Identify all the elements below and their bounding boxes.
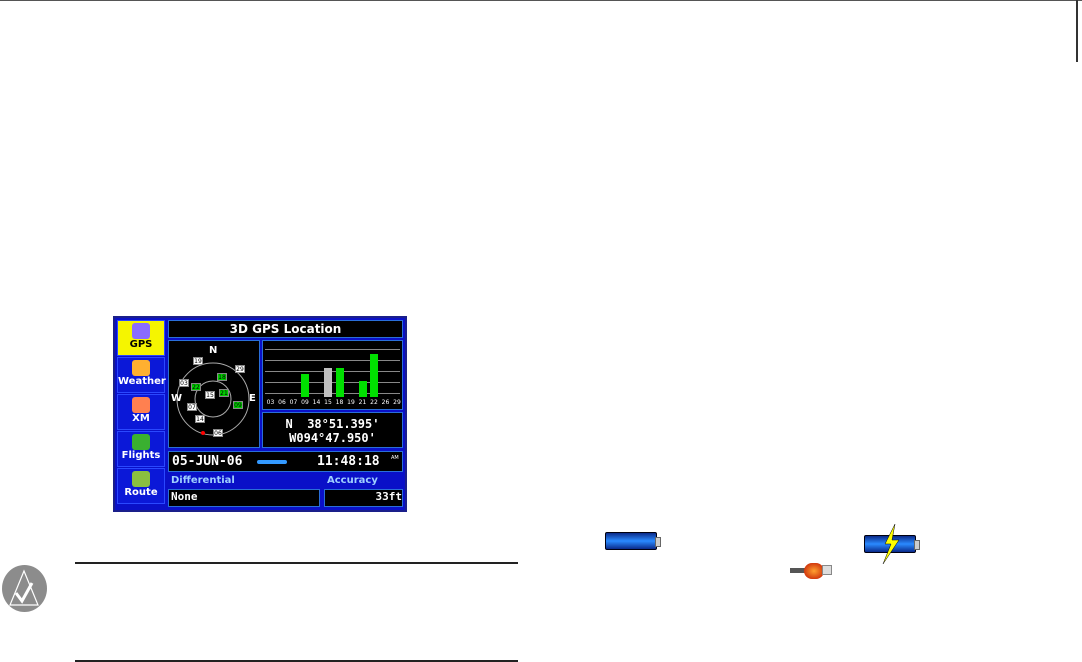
signal-strength-chart: 03 06 07 09 14 15 18 19 21 22 26 29 [262, 340, 403, 410]
date: 05-JUN-06 [172, 454, 243, 469]
signal-bar [358, 381, 367, 397]
satellite-marker: 29 [235, 365, 245, 373]
satellite-marker: 09 [233, 401, 243, 409]
differential-value: None [168, 489, 320, 507]
satellite-marker: 18 [217, 373, 227, 381]
differential-label: Differential [171, 475, 235, 486]
satellite-marker: 06 [213, 429, 223, 437]
sidebar-item-gps[interactable]: GPS [117, 320, 165, 356]
date-time-row: 05-JUN-06 11:48:18 AM [168, 451, 403, 472]
signal-bar [301, 373, 309, 397]
battery-charging-icon [864, 524, 920, 564]
satellite-id-label: 29 [393, 399, 401, 406]
satellite-marker: 22 [191, 383, 201, 391]
satellite-id-label: 09 [301, 399, 309, 406]
sidebar-item-label: Flights [121, 450, 161, 461]
page-edge-tab [1076, 0, 1078, 62]
screen-title: 3D GPS Location [168, 320, 403, 338]
power-plug-icon [790, 562, 840, 580]
gridline [265, 371, 400, 372]
accuracy-label: Accuracy [327, 475, 378, 486]
compass-north: N [209, 345, 218, 356]
satellite-id-label: 06 [278, 399, 286, 406]
sidebar-item-label: Weather [118, 376, 166, 387]
accuracy-value: 33ft [324, 489, 403, 507]
gridline [265, 382, 400, 383]
signal-bar [324, 368, 332, 397]
satellite-id-label: 22 [370, 399, 378, 406]
gps-screen: GPS Weather XM Flights Route 3D GPS Location… [113, 316, 407, 512]
satellite-id-label: 18 [335, 399, 344, 406]
sidebar-item-weather[interactable]: Weather [117, 357, 166, 393]
xm-radio-icon [132, 397, 150, 413]
satellite-id-label: 14 [312, 399, 321, 406]
flights-map-icon [132, 434, 150, 450]
note-top-rule [75, 562, 518, 564]
satellite-id-label: 03 [266, 399, 275, 406]
sidebar-item-label: Route [124, 487, 158, 498]
time-suffix: AM [391, 455, 399, 461]
compass-east: E [249, 393, 256, 404]
sidebar-item-label: GPS [129, 339, 153, 350]
signal-bar [370, 354, 378, 397]
progress-arrow-icon [257, 460, 287, 464]
time: 11:48:18 [317, 454, 380, 469]
satellite-marker: 14 [195, 415, 205, 423]
sidebar-item-label: XM [132, 413, 150, 424]
satellite-marker: 07 [187, 403, 197, 411]
satellite-id-label: 26 [381, 399, 390, 406]
latitude: N 38°51.395' [285, 417, 380, 431]
gridline [265, 349, 400, 350]
position-readout: N 38°51.395' W094°47.950' [262, 412, 403, 448]
sidebar-item-route[interactable]: Route [117, 468, 165, 504]
route-map-icon [132, 471, 150, 487]
sidebar-item-flights[interactable]: Flights [117, 431, 165, 467]
satellite-id-label: 07 [289, 399, 298, 406]
sidebar-item-xm[interactable]: XM [117, 394, 165, 430]
gps-satellite-icon [132, 323, 150, 339]
note-check-icon [2, 565, 47, 612]
page-top-rule [0, 0, 1082, 1]
sky-view: N E W 19 29 03 22 18 15 21 09 07 14 06 [168, 340, 260, 448]
weather-sun-cloud-icon [132, 360, 150, 376]
satellite-id-label: 15 [324, 399, 332, 406]
compass-west: W [171, 393, 183, 404]
note-bottom-rule [75, 660, 518, 662]
gridline [265, 393, 400, 394]
satellite-id-label: 19 [347, 399, 355, 406]
gridline [265, 360, 400, 361]
longitude: W094°47.950' [289, 431, 376, 445]
satellite-marker: 21 [219, 389, 229, 397]
satellite-marker: 15 [205, 391, 215, 399]
signal-bar [335, 368, 344, 397]
satellite-marker: 03 [179, 379, 189, 387]
satellite-marker: 19 [193, 357, 203, 365]
battery-icon [605, 532, 661, 550]
satellite-id-label: 21 [358, 399, 367, 406]
